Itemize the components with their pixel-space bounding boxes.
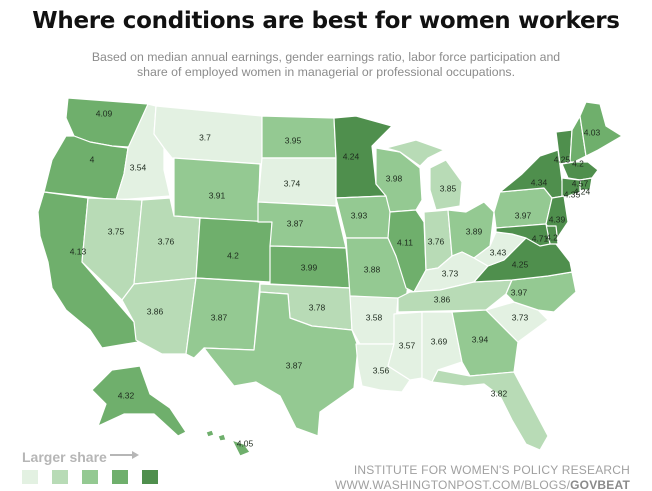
state-value-labels: 4.09 4 4.13 3.54 3.75 3.7 3.91 3.76 3.86… <box>70 108 601 448</box>
subtitle-line-2: share of employed women in managerial or… <box>137 65 515 79</box>
legend-title: Larger share <box>22 449 107 465</box>
label-AL: 3.69 <box>431 336 448 346</box>
label-NV: 3.75 <box>108 226 125 236</box>
label-HI: 4.05 <box>237 438 254 448</box>
label-LA: 3.56 <box>373 365 390 375</box>
label-VT: 4.25 <box>554 154 571 164</box>
label-MN: 4.24 <box>343 151 360 161</box>
label-SD: 3.74 <box>284 178 301 188</box>
credit-url-bold: GOVBEAT <box>570 478 630 491</box>
label-AR: 3.58 <box>366 312 383 322</box>
label-ND: 3.95 <box>285 135 302 145</box>
page-title: Where conditions are best for women work… <box>32 8 620 34</box>
label-IL: 4.11 <box>397 237 413 247</box>
label-KY: 3.73 <box>442 268 459 278</box>
label-IN: 3.76 <box>428 236 445 246</box>
label-NM: 3.87 <box>211 312 228 322</box>
label-NY: 4.34 <box>531 177 548 187</box>
state-MI <box>385 139 463 211</box>
label-NE: 3.87 <box>287 218 304 228</box>
label-OH: 3.89 <box>466 226 483 236</box>
label-TN: 3.86 <box>434 294 451 304</box>
label-KS: 3.99 <box>301 262 318 272</box>
label-RI: 4.24 <box>574 186 591 196</box>
label-MD: 4.71 <box>532 233 549 243</box>
credit-url-prefix: WWW.WASHINGTONPOST.COM/BLOGS/ <box>334 478 571 491</box>
legend-swatches <box>22 470 158 484</box>
label-MA: 4.57 <box>572 178 589 188</box>
right-arrow-icon <box>110 451 139 459</box>
label-VA: 4.25 <box>512 259 529 269</box>
label-SC: 3.73 <box>512 312 529 322</box>
label-WA: 4.09 <box>96 108 113 118</box>
label-MS: 3.57 <box>399 340 416 350</box>
label-NC: 3.97 <box>511 287 528 297</box>
label-WI: 3.98 <box>386 173 403 183</box>
legend-swatch-4 <box>112 470 128 484</box>
subtitle-line-1: Based on median annual earnings, gender … <box>91 50 561 64</box>
label-ID: 3.54 <box>130 162 147 172</box>
label-AK: 4.32 <box>118 390 135 400</box>
label-MI: 3.85 <box>440 183 457 193</box>
legend-swatch-2 <box>52 470 68 484</box>
credit-url[interactable]: WWW.WASHINGTONPOST.COM/BLOGS/GOVBEAT <box>335 478 630 491</box>
state-NH <box>569 115 587 163</box>
label-NJ: 4.39 <box>549 214 566 224</box>
label-AZ: 3.86 <box>147 306 164 316</box>
state-MD <box>495 223 551 247</box>
label-GA: 3.94 <box>472 334 489 344</box>
state-NY <box>499 149 565 199</box>
label-CO: 4.2 <box>227 250 239 260</box>
label-WY: 3.91 <box>209 190 226 200</box>
state-ME <box>579 101 623 157</box>
label-MO: 3.88 <box>364 264 381 274</box>
state-CT <box>561 177 581 199</box>
state-HI <box>205 429 251 457</box>
label-PA: 3.97 <box>515 210 532 220</box>
state-FL <box>431 369 549 451</box>
label-IA: 3.93 <box>351 210 368 220</box>
state-shapes <box>37 97 623 457</box>
label-MT: 3.7 <box>199 132 211 142</box>
label-FL: 3.82 <box>491 388 508 398</box>
label-CA: 4.13 <box>70 246 87 256</box>
state-AK <box>91 365 187 437</box>
credit-org: INSTITUTE FOR WOMEN'S POLICY RESEARCH <box>353 463 630 477</box>
label-OR: 4 <box>90 154 95 164</box>
label-WV: 3.43 <box>490 247 507 257</box>
subtitle: Based on median annual earnings, gender … <box>46 50 606 80</box>
label-CT: 4.35 <box>564 189 581 199</box>
label-ME: 4.03 <box>584 127 601 137</box>
legend-swatch-1 <box>22 470 38 484</box>
label-DE: 4.2 <box>546 232 558 242</box>
label-NH: 4.2 <box>572 158 584 168</box>
label-UT: 3.76 <box>158 236 175 246</box>
legend-swatch-3 <box>82 470 98 484</box>
state-SC <box>485 301 549 343</box>
label-TX: 3.87 <box>286 360 303 370</box>
state-PA <box>493 187 553 229</box>
state-TX <box>203 291 359 437</box>
legend-swatch-5 <box>142 470 158 484</box>
label-OK: 3.78 <box>309 302 326 312</box>
